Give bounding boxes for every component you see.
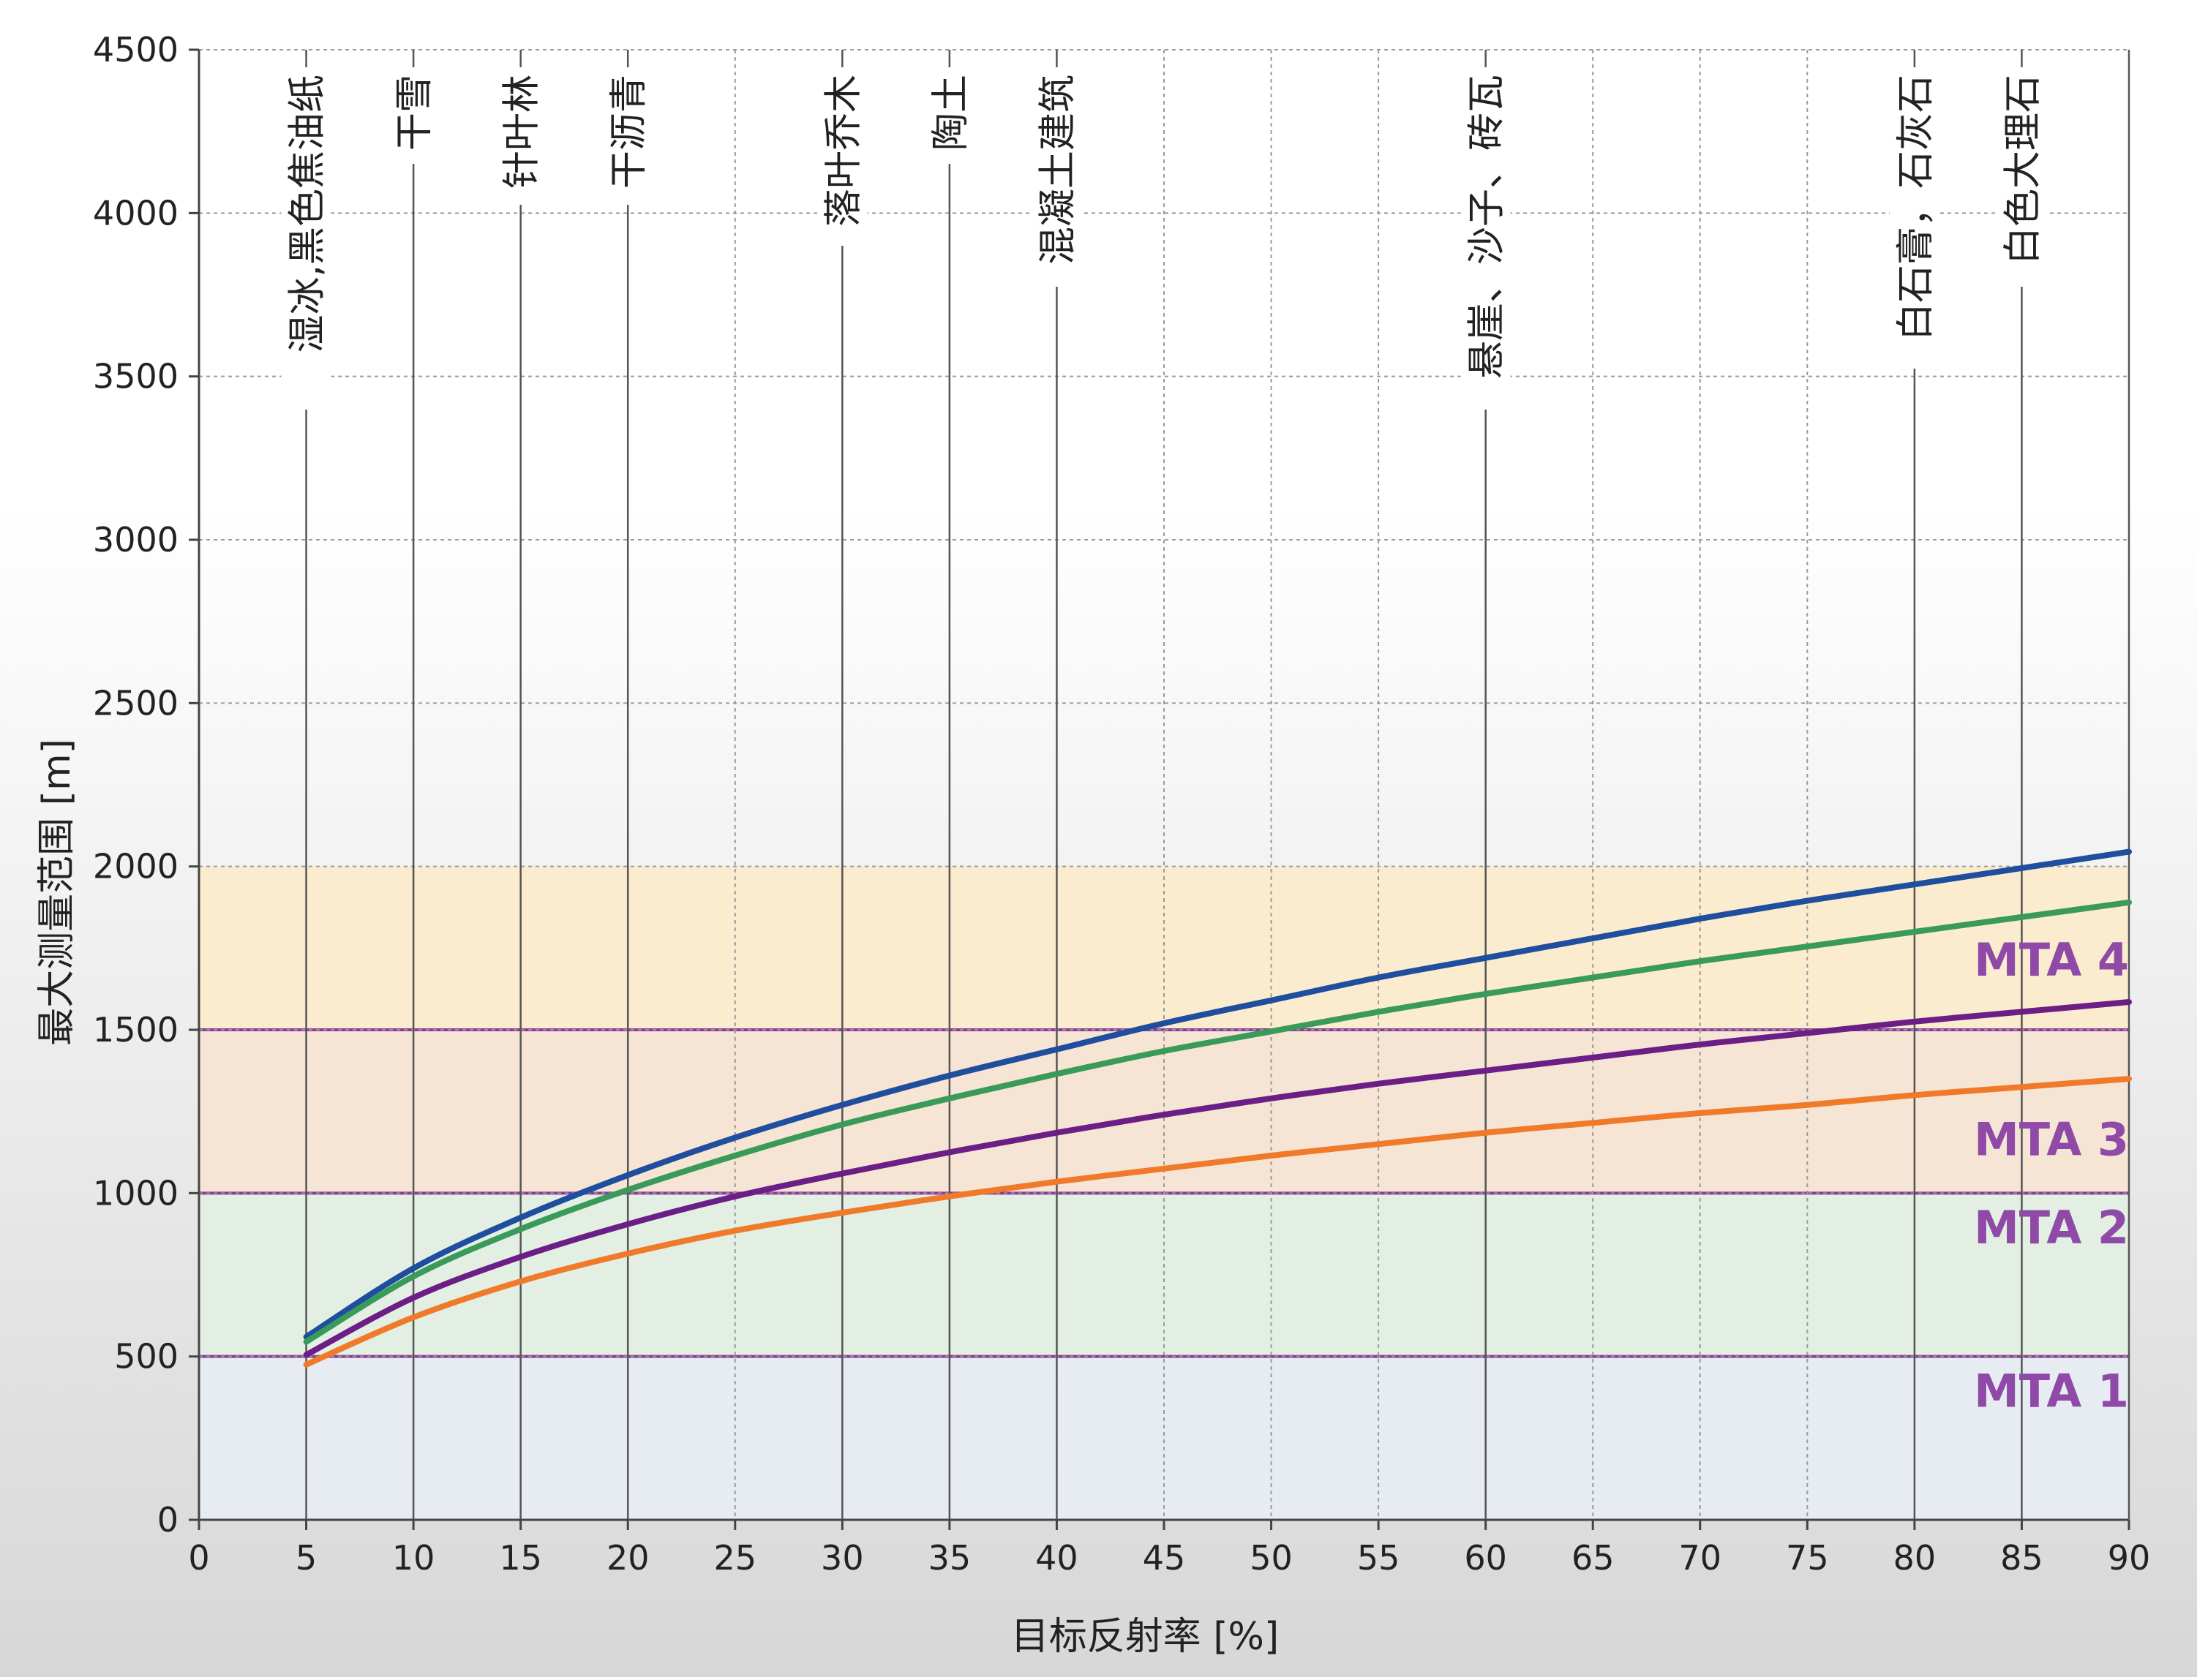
chart-labels: MTA 4 MTA 3 MTA 2 MTA 1 湿冰,黑色焦油纸 干雪 针叶林 干沥青 落叶乔木… bbox=[281, 67, 2129, 1418]
series-line-3 bbox=[303, 999, 2132, 1358]
x-tick-label: 40 bbox=[1035, 1538, 1078, 1578]
material-label-bg bbox=[817, 67, 868, 246]
series-line-4 bbox=[303, 1076, 2132, 1368]
x-tick-label: 35 bbox=[928, 1538, 972, 1578]
x-tick-label: 5 bbox=[296, 1538, 317, 1578]
material-label: 白色大理石 bbox=[2001, 75, 2045, 265]
band-label: MTA 2 bbox=[1974, 1201, 2129, 1254]
material-label-bg bbox=[1032, 67, 1082, 287]
material-label-bg bbox=[495, 67, 546, 205]
material-label: 湿冰,黑色焦油纸 bbox=[286, 75, 330, 353]
y-tick-label: 4500 bbox=[93, 30, 179, 69]
x-tick-label: 70 bbox=[1679, 1538, 1722, 1578]
x-tick-label: 20 bbox=[606, 1538, 650, 1578]
material-label-bg bbox=[924, 67, 974, 164]
material-label: 针叶林 bbox=[500, 75, 544, 189]
series-lines bbox=[303, 848, 2132, 1368]
axes: 0 5 10 15 20 25 30 35 40 45 50 55 60 65 70 75 80 85 90 0 500… bbox=[93, 30, 2150, 1578]
material-label: 落叶乔木 bbox=[822, 75, 865, 227]
material-label-bg bbox=[1460, 67, 1511, 410]
material-label: 干雪 bbox=[393, 75, 437, 151]
x-tick-label: 50 bbox=[1250, 1538, 1293, 1578]
x-tick-label: 10 bbox=[392, 1538, 435, 1578]
x-tick-label: 75 bbox=[1786, 1538, 1829, 1578]
band-label: MTA 4 bbox=[1974, 933, 2129, 987]
material-label-bg bbox=[1889, 67, 1939, 369]
y-tick-label: 1000 bbox=[93, 1173, 179, 1213]
x-tick-label: 45 bbox=[1143, 1538, 1186, 1578]
y-tick-label: 2500 bbox=[93, 683, 179, 723]
material-label: 白石膏，石灰石 bbox=[1894, 75, 1938, 341]
y-tick-label: 2000 bbox=[93, 847, 179, 886]
x-tick-label: 15 bbox=[499, 1538, 542, 1578]
band-label: MTA 1 bbox=[1974, 1365, 2129, 1418]
series-line-2 bbox=[303, 899, 2132, 1345]
material-label: 陶土 bbox=[929, 75, 973, 151]
material-label: 悬崖、沙子、砖瓦 bbox=[1465, 75, 1509, 379]
band-label: MTA 3 bbox=[1974, 1113, 2129, 1167]
y-tick-label: 500 bbox=[114, 1337, 179, 1376]
material-label-bg bbox=[1997, 67, 2047, 287]
y-tick-label: 4000 bbox=[93, 193, 179, 233]
x-tick-label: 0 bbox=[188, 1538, 209, 1578]
x-tick-label: 25 bbox=[714, 1538, 757, 1578]
y-tick-label: 3000 bbox=[93, 520, 179, 560]
x-axis-title: 目标反射率 [%] bbox=[1011, 1615, 1280, 1659]
x-tick-label: 30 bbox=[821, 1538, 864, 1578]
material-label-bg bbox=[603, 67, 653, 205]
x-tick-label: 60 bbox=[1464, 1538, 1507, 1578]
material-label-bg bbox=[281, 67, 331, 410]
material-label: 混凝土建筑 bbox=[1036, 75, 1080, 265]
series-line-1 bbox=[303, 848, 2132, 1340]
material-label-bg bbox=[388, 67, 439, 164]
y-tick-label: 0 bbox=[157, 1500, 179, 1540]
y-tick-label: 1500 bbox=[93, 1010, 179, 1050]
x-tick-label: 90 bbox=[2108, 1538, 2151, 1578]
x-tick-label: 55 bbox=[1357, 1538, 1400, 1578]
y-tick-label: 3500 bbox=[93, 357, 179, 396]
y-axis-title: 最大测量范围 [m] bbox=[35, 739, 79, 1046]
material-label: 干沥青 bbox=[607, 75, 651, 189]
x-tick-label: 85 bbox=[2000, 1538, 2043, 1578]
x-tick-label: 80 bbox=[1893, 1538, 1937, 1578]
x-tick-label: 65 bbox=[1571, 1538, 1615, 1578]
